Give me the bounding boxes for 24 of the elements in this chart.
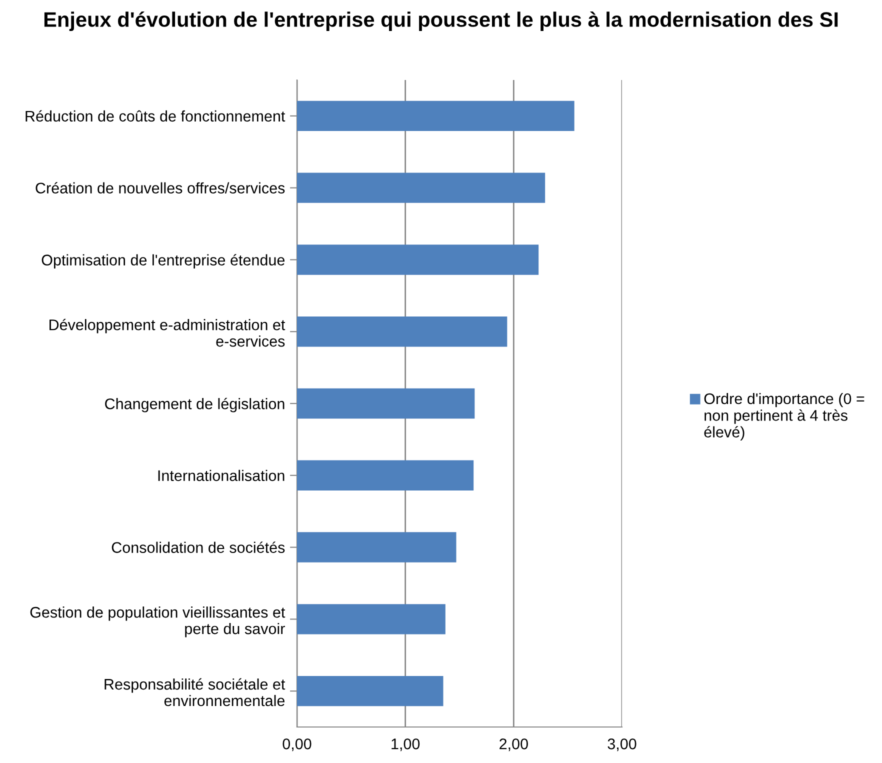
y-tick-label: Changement de législation [105,398,284,412]
bar [297,316,508,347]
y-tick-label: Responsabilité sociétale et environnementale [104,678,286,706]
bar [297,388,475,419]
y-tick-label: Réduction de coûts de fonctionnement [26,110,286,122]
y-tick-label: Gestion de population vieillissantes et perte du savoir [30,606,286,638]
y-tick-label: Internationalisation [158,470,284,482]
bar [297,172,546,203]
x-tick-label: 3,00 [608,738,636,752]
legend-label: Ordre d'importance (0 = non pertinent à 4 très élevé) [704,392,864,441]
x-tick-label: 0,00 [282,738,312,752]
y-tick-label: Consolidation de sociétés [112,542,285,553]
bar [297,460,474,490]
y-tick-label: Création de nouvelles offres/services [36,182,285,194]
y-tick-label: Développement e-administration et e-services [50,318,286,347]
chart-title: Enjeux d'évolution de l'entreprise qui poussent le plus à la modernisation des SI [44,11,838,32]
bar [297,244,539,275]
bar [297,676,444,706]
y-tick-label: Optimisation de l'entreprise étendue [42,254,285,269]
bar [297,532,456,562]
x-tick-label: 2,00 [500,738,528,752]
bar [297,100,574,132]
x-tick-label: 1,00 [392,738,420,752]
bar [297,604,446,634]
